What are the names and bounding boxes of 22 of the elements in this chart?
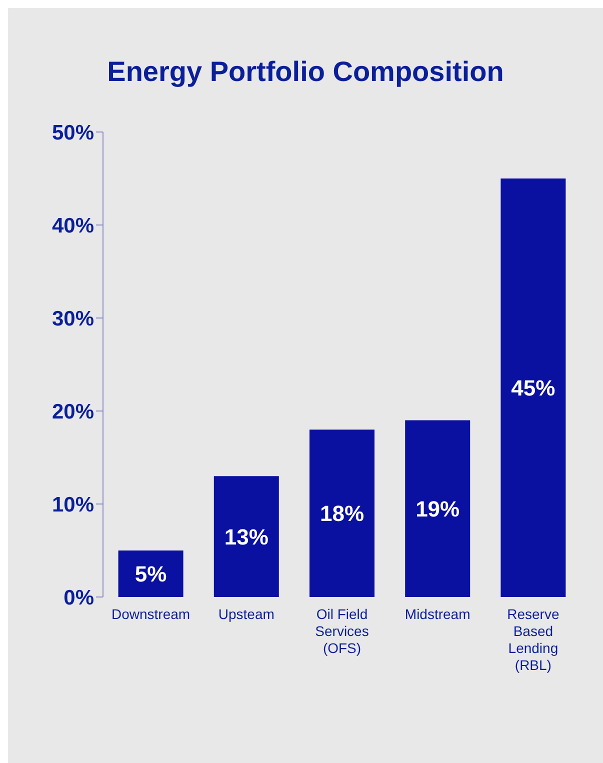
y-tick-label: 50% xyxy=(52,121,94,144)
bar xyxy=(500,178,566,597)
x-tick-label: Oil Field Services (OFS) xyxy=(315,606,369,656)
bar xyxy=(118,550,184,597)
data-label: 18% xyxy=(320,501,364,526)
y-tick-label: 20% xyxy=(52,400,94,424)
y-tick-label: 30% xyxy=(52,307,94,330)
x-tick-label: Reserve Based Lending (RBL) xyxy=(507,606,560,673)
data-label: 5% xyxy=(134,562,167,587)
x-tick-label: Upsteam xyxy=(218,606,274,622)
chart-title: Energy Portfolio Composition xyxy=(107,56,504,88)
data-label: 13% xyxy=(224,524,268,550)
data-label: 19% xyxy=(416,496,460,522)
data-label: 45% xyxy=(511,376,556,401)
y-tick-label: 10% xyxy=(52,493,94,516)
bar xyxy=(405,420,470,597)
x-tick-label: Downstream xyxy=(112,606,190,622)
y-tick-label: 0% xyxy=(64,586,94,610)
bar xyxy=(309,430,374,597)
y-tick-label: 40% xyxy=(52,214,94,238)
x-tick-label: Midstream xyxy=(404,606,470,622)
bar xyxy=(214,476,279,597)
